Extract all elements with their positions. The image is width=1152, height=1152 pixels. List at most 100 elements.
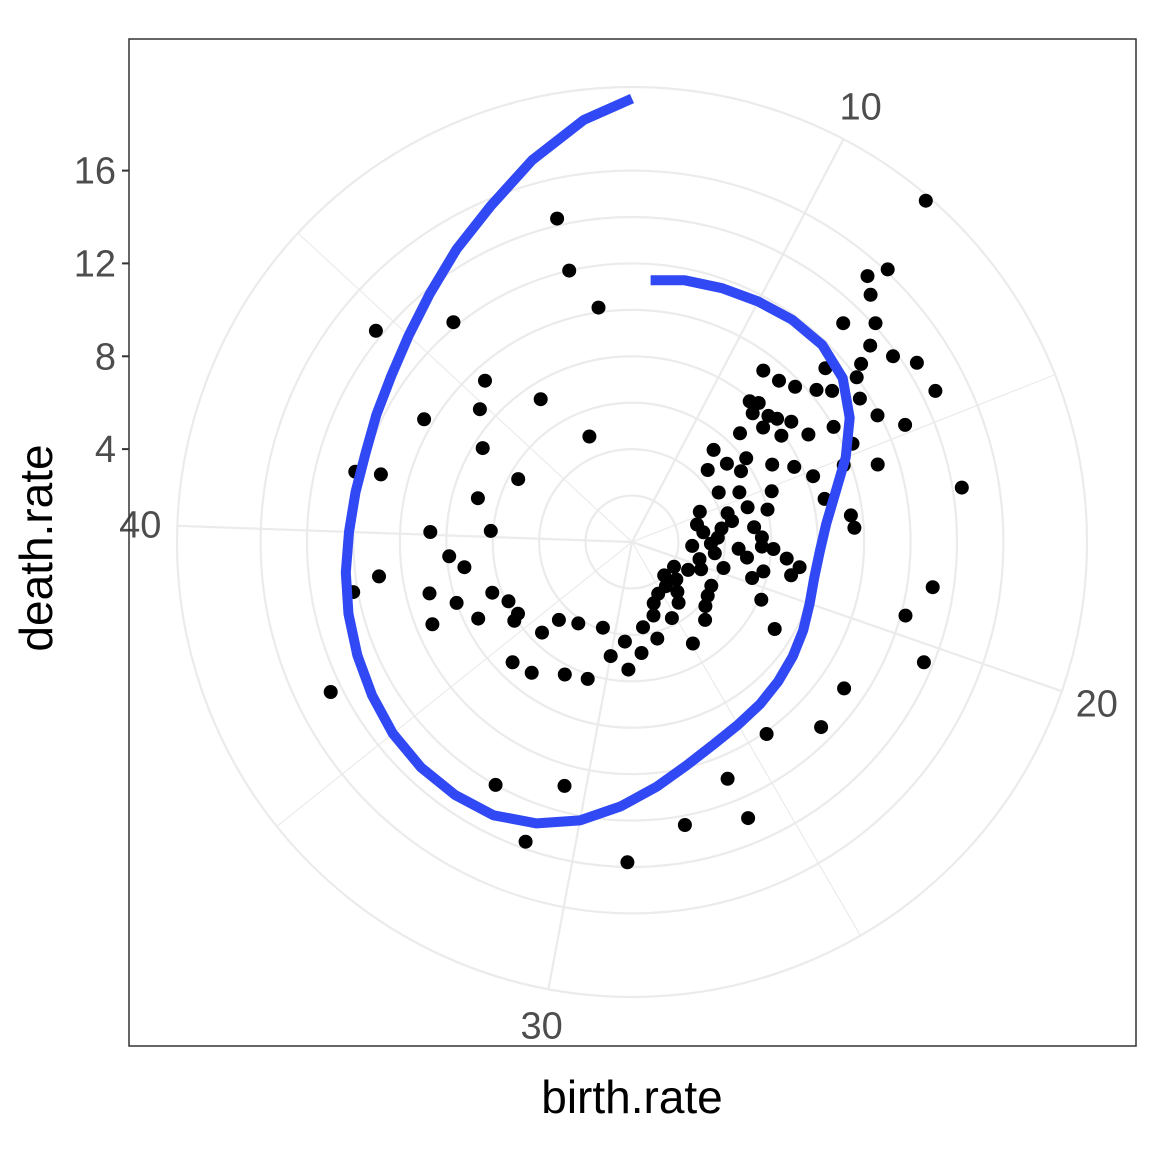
- data-point: [870, 408, 885, 423]
- data-point: [801, 427, 816, 442]
- data-point: [745, 571, 760, 585]
- data-point: [760, 502, 775, 517]
- data-point: [511, 606, 525, 621]
- data-point: [681, 562, 696, 577]
- data-point: [886, 349, 900, 364]
- grid-spoke: [177, 524, 633, 544]
- data-point: [868, 316, 883, 331]
- data-point: [557, 667, 572, 682]
- data-point: [700, 463, 715, 477]
- data-point: [898, 608, 913, 623]
- data-point: [731, 541, 746, 556]
- data-point: [667, 559, 681, 574]
- data-point: [909, 355, 924, 370]
- x-axis-title: birth.rate: [541, 1071, 723, 1123]
- data-point: [694, 562, 709, 577]
- data-point: [779, 551, 794, 566]
- data-point: [766, 542, 781, 556]
- data-point: [732, 485, 747, 500]
- data-point: [741, 811, 756, 826]
- data-point: [880, 262, 895, 277]
- data-point: [754, 539, 769, 554]
- data-point: [372, 569, 386, 584]
- data-point: [505, 655, 520, 670]
- data-point: [916, 655, 931, 670]
- data-point: [925, 580, 940, 595]
- smooth-curve-layer: [340, 94, 855, 829]
- grid-circle: [352, 262, 912, 822]
- grid-circle: [538, 448, 726, 636]
- data-point: [501, 594, 516, 609]
- data-points: [323, 193, 969, 870]
- data-point: [475, 441, 490, 456]
- data-point: [603, 649, 618, 664]
- data-point: [784, 568, 799, 583]
- data-point: [483, 523, 498, 538]
- data-point: [770, 411, 785, 426]
- data-point: [425, 617, 440, 632]
- grid-circle: [259, 169, 1005, 915]
- data-point: [772, 373, 786, 388]
- data-point: [852, 391, 867, 406]
- data-point: [373, 467, 388, 482]
- data-point: [836, 316, 851, 331]
- data-point: [646, 596, 661, 611]
- data-point: [788, 379, 803, 394]
- data-point: [571, 616, 586, 631]
- data-point: [562, 263, 577, 278]
- data-point: [533, 392, 548, 407]
- data-point: [765, 457, 780, 472]
- data-point: [843, 508, 858, 523]
- data-point: [740, 500, 755, 515]
- data-point: [423, 525, 438, 539]
- data-point: [485, 585, 500, 600]
- data-point: [471, 611, 486, 626]
- data-point: [417, 412, 432, 427]
- data-point: [524, 665, 539, 680]
- data-point: [814, 720, 829, 735]
- data-point: [742, 394, 757, 409]
- grid-circle: [584, 494, 680, 590]
- data-point: [650, 631, 665, 646]
- data-point: [696, 525, 711, 540]
- data-point: [488, 777, 503, 792]
- data-point: [442, 549, 457, 564]
- data-point: [470, 491, 485, 506]
- data-point: [847, 520, 862, 535]
- data-point: [620, 855, 635, 870]
- data-point: [806, 469, 821, 484]
- r-tick-label: 12: [74, 243, 116, 285]
- data-point: [898, 417, 913, 432]
- birth-rate-tick-labels: 10 20 30 40: [119, 86, 1118, 1047]
- data-point: [774, 428, 789, 443]
- data-point: [535, 625, 549, 640]
- data-point: [825, 383, 840, 398]
- data-point: [711, 485, 726, 500]
- data-point: [809, 382, 824, 397]
- grid-circle: [491, 401, 773, 683]
- data-point: [698, 599, 713, 614]
- grid-spoke: [547, 541, 634, 990]
- theta-tick-label: 40: [119, 505, 161, 547]
- data-point: [617, 634, 632, 649]
- data-point: [698, 612, 713, 627]
- data-point: [671, 595, 686, 610]
- data-point: [860, 269, 875, 284]
- data-point: [954, 480, 969, 495]
- data-point: [657, 568, 672, 583]
- data-point: [634, 646, 649, 660]
- data-point: [646, 608, 661, 623]
- death-rate-axis: 4 8 12 16: [74, 151, 129, 471]
- data-point: [764, 484, 779, 499]
- r-tick-label: 4: [95, 429, 116, 471]
- theta-tick-label: 30: [520, 1006, 562, 1048]
- data-point: [918, 193, 933, 208]
- smooth-line: [340, 94, 855, 829]
- data-point: [591, 300, 606, 315]
- data-point: [446, 315, 461, 330]
- data-point: [734, 464, 748, 479]
- data-point: [756, 564, 771, 579]
- data-point: [685, 636, 700, 651]
- data-point: [449, 595, 464, 610]
